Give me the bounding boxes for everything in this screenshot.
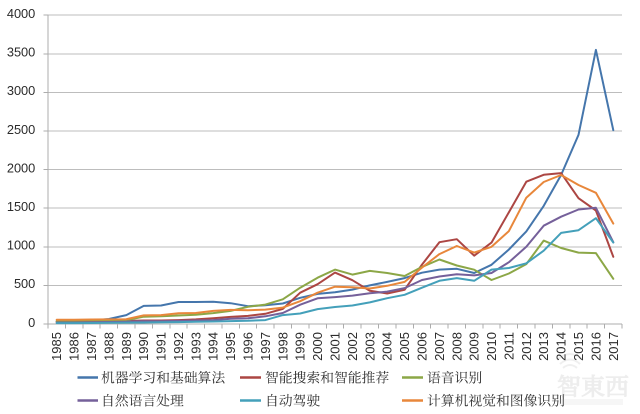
svg-text:2010: 2010 <box>484 332 499 361</box>
svg-text:1500: 1500 <box>7 199 35 214</box>
svg-text:0: 0 <box>28 315 35 330</box>
svg-text:2008: 2008 <box>449 332 464 361</box>
svg-text:2003: 2003 <box>362 332 377 361</box>
svg-text:1994: 1994 <box>206 332 221 361</box>
svg-text:2015: 2015 <box>571 332 586 361</box>
svg-text:1000: 1000 <box>7 238 35 253</box>
svg-text:1989: 1989 <box>119 332 134 361</box>
svg-text:1987: 1987 <box>84 332 99 361</box>
svg-text:2009: 2009 <box>467 332 482 361</box>
svg-text:2012: 2012 <box>519 332 534 361</box>
svg-text:2011: 2011 <box>501 332 516 360</box>
svg-text:500: 500 <box>14 276 35 291</box>
svg-text:1999: 1999 <box>293 332 308 361</box>
svg-text:1985: 1985 <box>49 332 64 361</box>
svg-text:2007: 2007 <box>432 332 447 361</box>
svg-text:2004: 2004 <box>380 332 395 361</box>
svg-text:1997: 1997 <box>258 332 273 361</box>
svg-text:1998: 1998 <box>275 332 290 361</box>
svg-text:1995: 1995 <box>223 332 238 361</box>
svg-text:1993: 1993 <box>188 332 203 361</box>
svg-text:1986: 1986 <box>67 332 82 361</box>
svg-text:3000: 3000 <box>7 83 35 98</box>
svg-text:1990: 1990 <box>136 332 151 361</box>
svg-text:1992: 1992 <box>171 332 186 361</box>
svg-text:1996: 1996 <box>241 332 256 361</box>
svg-text:2002: 2002 <box>345 332 360 361</box>
svg-text:2000: 2000 <box>7 160 35 175</box>
svg-text:3500: 3500 <box>7 45 35 60</box>
svg-text:4000: 4000 <box>7 6 35 21</box>
svg-text:2014: 2014 <box>554 332 569 361</box>
svg-text:1988: 1988 <box>101 332 116 361</box>
svg-text:2006: 2006 <box>415 332 430 361</box>
svg-text:1991: 1991 <box>154 332 169 361</box>
svg-text:2001: 2001 <box>328 332 343 361</box>
svg-text:2017: 2017 <box>606 332 621 361</box>
svg-text:2005: 2005 <box>397 332 412 361</box>
svg-text:2500: 2500 <box>7 122 35 137</box>
svg-text:2000: 2000 <box>310 332 325 361</box>
svg-text:2016: 2016 <box>588 332 603 361</box>
svg-text:2013: 2013 <box>536 332 551 361</box>
